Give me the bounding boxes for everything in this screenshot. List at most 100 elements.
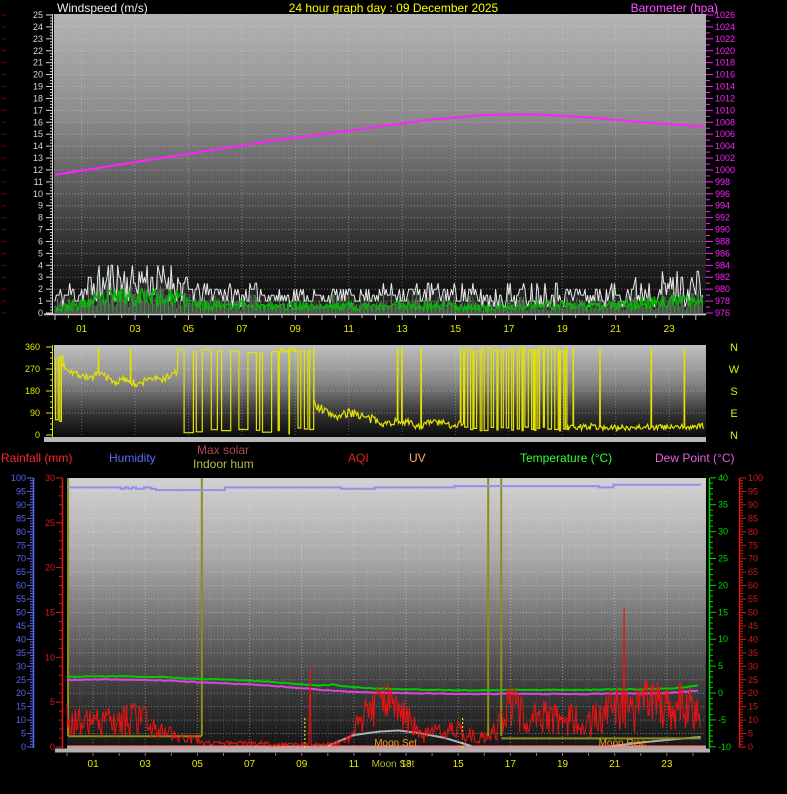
- hour-label-top: 21: [610, 324, 622, 335]
- barometer-tick-label: 990: [715, 225, 730, 235]
- aqi-tick-label: 60: [748, 581, 758, 591]
- direction-tick-label: 360: [25, 342, 40, 352]
- aqi-line: [66, 607, 701, 748]
- wind-average-line: [55, 286, 704, 314]
- legend-aqi: AQI: [348, 451, 369, 465]
- windspeed-tick-label: 14: [33, 141, 43, 151]
- windspeed-tick-label: 1: [38, 296, 43, 306]
- aqi-tick-label: 15: [748, 702, 758, 712]
- rainfall-tick-label: 20: [45, 563, 55, 573]
- humidity-tick-label: 60: [16, 581, 26, 591]
- humidity-tick-label: 35: [16, 648, 26, 658]
- barometer-tick-label: 978: [715, 296, 730, 306]
- wind-gust-line: [54, 264, 703, 308]
- hour-label-top: 23: [664, 324, 676, 335]
- legend-humidity: Humidity: [109, 451, 156, 465]
- hour-label-top: 03: [130, 324, 142, 335]
- temp-tick-label: 25: [718, 554, 728, 564]
- aqi-tick-label: 25: [748, 675, 758, 685]
- dew-point-c-line: [66, 678, 699, 696]
- hour-label-bottom: 11: [349, 759, 360, 770]
- hour-label-top: 17: [503, 324, 515, 335]
- aqi-tick-label: 80: [748, 527, 758, 537]
- hour-label-bottom: 13: [400, 759, 412, 770]
- barometer-line: [54, 113, 704, 176]
- barometer-tick-label: 992: [715, 213, 730, 223]
- hour-label-top: 13: [397, 324, 409, 335]
- hour-label-bottom: 01: [88, 759, 100, 770]
- temp-tick-label: 5: [718, 661, 723, 671]
- humidity-tick-label: 20: [16, 688, 26, 698]
- aqi-tick-label: 95: [748, 486, 758, 496]
- humidity-tick-label: 80: [16, 527, 26, 537]
- aqi-tick-label: 50: [748, 608, 758, 618]
- windspeed-tick-label: 3: [38, 272, 43, 282]
- temp-tick-label: -10: [718, 742, 731, 752]
- compass-label: N: [730, 430, 738, 442]
- windspeed-tick-label: 24: [33, 22, 43, 32]
- multi-sensor-plot: Moon Set Moon Rise05101520253035404550556…: [11, 473, 763, 770]
- humidity-tick-label: 65: [16, 567, 26, 577]
- barometer-tick-label: 988: [715, 236, 730, 246]
- windspeed-barometer-plot: 0 976 1 978 2 980 3 982 4 984 5 986 6 988 7 990 8 992 9 994…: [1, 10, 735, 335]
- temp-tick-label: 35: [718, 500, 728, 510]
- windspeed-tick-label: 20: [33, 70, 43, 80]
- aqi-tick-label: 30: [748, 661, 758, 671]
- aqi-tick-label: 10: [748, 715, 758, 725]
- temp-tick-label: 0: [718, 688, 723, 698]
- windspeed-tick-label: 22: [33, 46, 43, 56]
- barometer-tick-label: 984: [715, 260, 730, 270]
- humidity-line: [67, 483, 701, 492]
- humidity-tick-label: 90: [16, 500, 26, 510]
- humidity-tick-label: 75: [16, 540, 26, 550]
- humidity-tick-label: 40: [16, 634, 26, 644]
- hour-label-top: 09: [290, 324, 302, 335]
- humidity-tick-label: 25: [16, 675, 26, 685]
- windspeed-tick-label: 25: [33, 10, 43, 20]
- direction-tick-label: 0: [35, 430, 40, 440]
- humidity-tick-label: 30: [16, 661, 26, 671]
- rainfall-tick-label: 5: [50, 697, 55, 707]
- rainfall-tick-label: 10: [45, 652, 55, 662]
- barometer-tick-label: 1024: [715, 22, 735, 32]
- hour-label-bottom: 07: [244, 759, 256, 770]
- humidity-tick-label: 95: [16, 486, 26, 496]
- wind-direction-panel: [54, 345, 706, 437]
- temp-tick-label: -5: [718, 715, 726, 725]
- humidity-tick-label: 55: [16, 594, 26, 604]
- compass-label: E: [730, 408, 737, 420]
- direction-tick-label: 270: [25, 364, 40, 374]
- aqi-tick-label: 75: [748, 540, 758, 550]
- temp-tick-label: 30: [718, 527, 728, 537]
- hour-label-top: 11: [344, 324, 355, 335]
- humidity-tick-label: 70: [16, 554, 26, 564]
- hour-label-bottom: 05: [192, 759, 204, 770]
- barometer-tick-label: 986: [715, 248, 730, 258]
- rainfall-tick-label: 25: [45, 518, 55, 528]
- windspeed-tick-label: 8: [38, 213, 43, 223]
- windspeed-tick-label: 9: [38, 201, 43, 211]
- barometer-tick-label: 1016: [715, 70, 735, 80]
- aqi-tick-label: 90: [748, 500, 758, 510]
- humidity-tick-label: 5: [21, 729, 26, 739]
- windspeed-tick-label: 17: [33, 105, 43, 115]
- barometer-tick-label: 976: [715, 308, 730, 318]
- temp-tick-label: 10: [718, 634, 728, 644]
- temperature-c-line: [66, 674, 699, 692]
- windspeed-tick-label: 4: [38, 260, 43, 270]
- barometer-tick-label: 1012: [715, 93, 735, 103]
- hour-label-bottom: 03: [140, 759, 152, 770]
- moon-rise-label: Moon Rise: [599, 738, 647, 749]
- windspeed-tick-label: 12: [33, 165, 43, 175]
- hour-label-bottom: 23: [661, 759, 673, 770]
- windspeed-tick-label: 10: [33, 189, 43, 199]
- aqi-tick-label: 0: [748, 742, 753, 752]
- moon-set-label: Moon Set: [374, 738, 417, 749]
- barometer-tick-label: 1008: [715, 117, 735, 127]
- windspeed-axis-title: Windspeed (m/s): [57, 1, 148, 15]
- barometer-tick-label: 1014: [715, 82, 735, 92]
- direction-tick-label: 90: [30, 408, 40, 418]
- windspeed-tick-label: 19: [33, 82, 43, 92]
- legend-max-solar: Max solar: [197, 443, 250, 457]
- windspeed-tick-label: 2: [38, 284, 43, 294]
